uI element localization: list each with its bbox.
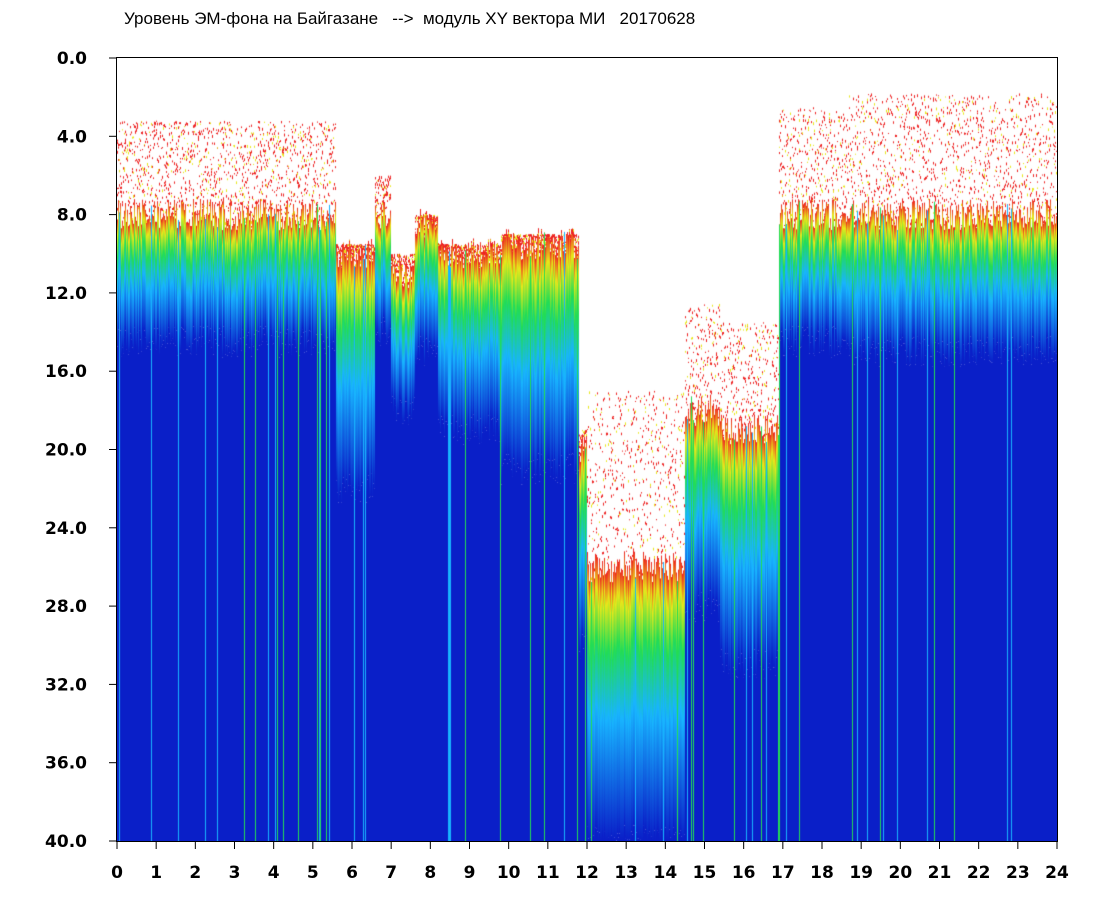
x-tick-label: 20 [888, 863, 912, 883]
y-tick-label: 32.0 [45, 675, 87, 695]
x-tick-label: 17 [771, 863, 795, 883]
x-tick-label: 16 [732, 863, 756, 883]
x-tick-label: 23 [1006, 863, 1030, 883]
chart-title: Уровень ЭМ-фона на Байгазане --> модуль … [124, 9, 696, 28]
x-tick-label: 7 [385, 863, 397, 883]
y-tick-label: 40.0 [45, 832, 87, 852]
x-tick-label: 15 [693, 863, 717, 883]
x-tick-label: 3 [229, 863, 241, 883]
y-tick-label: 8.0 [57, 206, 87, 226]
y-tick-label: 28.0 [45, 597, 87, 617]
x-tick-label: 9 [464, 863, 476, 883]
y-tick-label: 12.0 [45, 284, 87, 304]
x-tick-label: 11 [536, 863, 560, 883]
x-axis-ticks: 0 1 2 3 4 5 6 7 8 9 10 11 12 13 14 15 16 17 18 19 20 21 22 23 24 [111, 841, 1069, 883]
x-tick-label: 19 [849, 863, 873, 883]
x-tick-label: 2 [189, 863, 201, 883]
x-tick-label: 8 [424, 863, 436, 883]
y-tick-label: 16.0 [45, 362, 87, 382]
y-tick-label: 0.0 [57, 49, 87, 69]
x-tick-label: 18 [810, 863, 834, 883]
y-tick-label: 20.0 [45, 441, 87, 461]
plot-frame [116, 57, 1058, 842]
x-tick-label: 1 [150, 863, 162, 883]
x-tick-label: 4 [268, 863, 280, 883]
x-tick-label: 13 [614, 863, 638, 883]
x-tick-label: 5 [307, 863, 319, 883]
spectrogram-heatmap [117, 58, 1057, 841]
y-tick-label: 4.0 [57, 127, 87, 147]
x-tick-label: 21 [928, 863, 952, 883]
x-tick-label: 0 [111, 863, 123, 883]
x-tick-label: 6 [346, 863, 358, 883]
x-tick-label: 24 [1045, 863, 1069, 883]
y-tick-label: 36.0 [45, 754, 87, 774]
x-tick-label: 12 [575, 863, 599, 883]
y-axis-ticks: 0.0 4.0 8.0 12.0 16.0 20.0 24.0 28.0 32.0 36.0 40.… [45, 49, 117, 852]
x-tick-label: 14 [653, 863, 677, 883]
x-tick-label: 10 [497, 863, 521, 883]
y-tick-label: 24.0 [45, 519, 87, 539]
x-tick-label: 22 [967, 863, 991, 883]
